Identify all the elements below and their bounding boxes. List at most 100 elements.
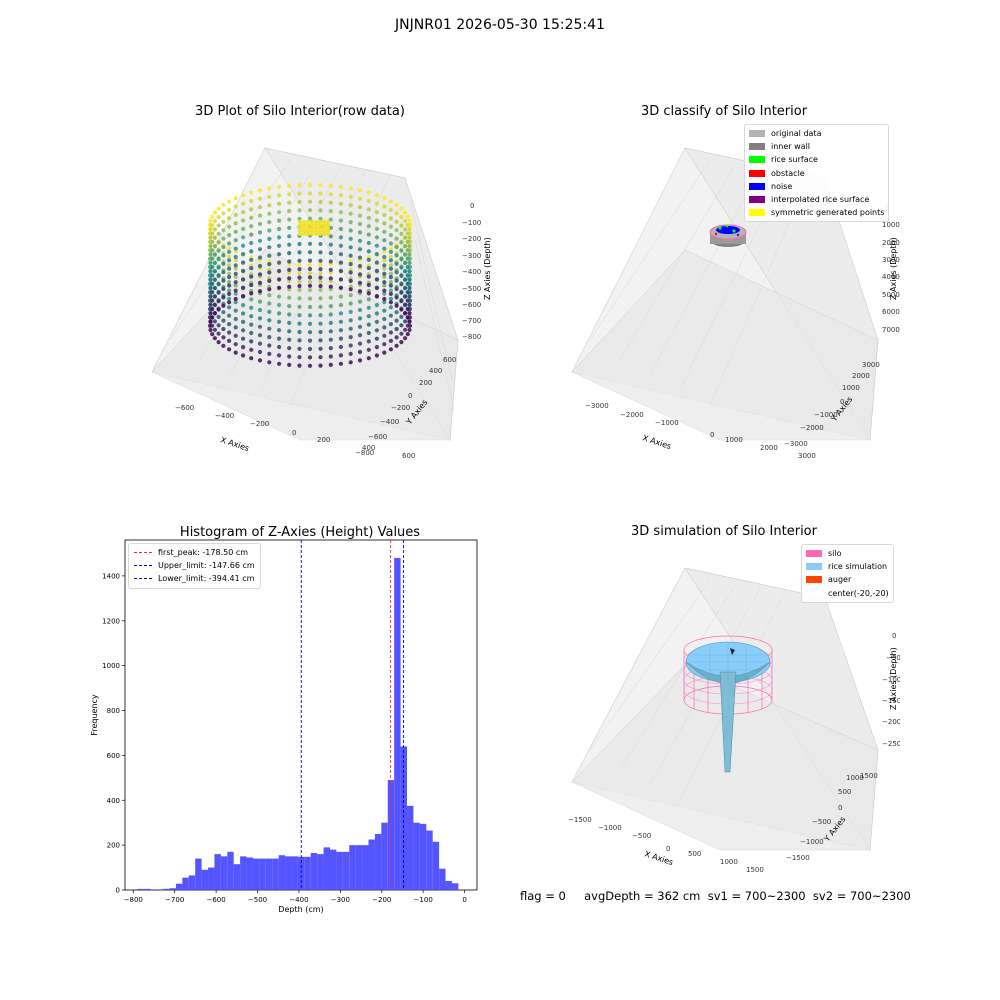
raw-point <box>221 244 226 250</box>
raw-point <box>328 200 333 205</box>
raw-point <box>382 212 387 218</box>
raw-point <box>318 296 323 301</box>
raw-point <box>233 274 238 280</box>
raw-point <box>328 267 333 272</box>
raw-point <box>257 188 263 193</box>
raw-point <box>357 358 363 363</box>
raw-point <box>405 256 410 261</box>
histogram-y-tick-label: 1000 <box>102 662 120 670</box>
raw-point <box>374 218 379 223</box>
simulation-3d-plot[interactable]: −1500 −1000 −500 0 500 1000 1500 X Axies… <box>560 560 900 880</box>
raw-point <box>267 194 272 199</box>
raw-point <box>405 298 410 303</box>
histogram-bar <box>381 822 388 890</box>
raw-point <box>221 286 226 292</box>
histogram-chart[interactable]: Histogram of Z-Axies (Height) Values −80… <box>0 515 500 920</box>
raw-point <box>277 210 282 215</box>
raw-point <box>407 269 412 274</box>
raw-point <box>227 216 232 221</box>
raw-point <box>382 291 387 296</box>
histogram-bar <box>342 851 350 890</box>
raw-point <box>267 262 272 267</box>
raw-y-ticks: −800 −600 −400 −200 0 200 400 600 <box>355 356 456 457</box>
histogram-bar <box>227 851 234 890</box>
raw-point <box>233 342 238 347</box>
classify-x-label: X Axies <box>641 433 672 451</box>
histogram-bar <box>143 888 151 890</box>
raw-point <box>287 346 292 351</box>
sim-y-tick: 500 <box>838 788 851 796</box>
raw-point <box>233 196 238 201</box>
legend-label: rice surface <box>771 155 818 165</box>
histogram-x-tick-label: −700 <box>165 896 184 904</box>
raw-point <box>310 220 314 224</box>
raw-point <box>227 199 232 204</box>
legend-item-symmetric: symmetric generated points <box>749 206 884 219</box>
raw-point <box>405 323 410 328</box>
histogram-x-ticks: −800 −700 −600 −500 −400 −300 −200 −100 0 <box>124 890 467 904</box>
raw-point <box>249 282 254 288</box>
raw-plot-title: 3D Plot of Silo Interior(row data) <box>195 104 405 119</box>
raw-point <box>212 227 217 232</box>
raw-point <box>382 196 387 201</box>
raw-point <box>249 249 254 254</box>
raw-point <box>210 223 215 228</box>
classify-x-tick: −3000 <box>585 402 609 410</box>
sim-z-tick: −1000 <box>882 676 900 684</box>
raw-point <box>374 260 379 265</box>
raw-point <box>348 228 353 233</box>
raw-point <box>249 224 254 229</box>
raw-point <box>348 262 353 267</box>
raw-point <box>307 208 313 213</box>
raw-point <box>318 220 322 224</box>
raw-point <box>307 296 313 301</box>
raw-point <box>233 258 238 263</box>
raw-point <box>348 309 353 314</box>
legend-item-silo: silo <box>806 547 889 560</box>
raw-point <box>267 326 272 331</box>
raw-point <box>257 230 263 235</box>
raw-point <box>233 249 238 254</box>
raw-point <box>277 277 282 282</box>
raw-point <box>307 199 313 204</box>
raw-point <box>322 232 326 236</box>
raw-point <box>287 251 292 256</box>
classify-z-tick: 1000 <box>882 221 900 229</box>
legend-label: noise <box>771 181 793 191</box>
raw-point <box>366 330 371 336</box>
raw-point <box>249 274 254 279</box>
histogram-x-tick-label: 0 <box>462 896 466 904</box>
raw-point <box>405 239 410 244</box>
histogram-bar <box>246 857 253 890</box>
raw-point <box>405 281 410 286</box>
raw-point <box>399 299 404 304</box>
raw-point <box>257 196 263 201</box>
histogram-y-tick-label: 0 <box>116 887 120 895</box>
raw-point <box>307 283 313 288</box>
histogram-bar <box>240 856 247 890</box>
raw-point <box>399 282 404 287</box>
histogram-bar <box>272 858 279 890</box>
raw-point <box>328 295 333 300</box>
histogram-bars <box>137 557 459 890</box>
classify-y-tick: −2000 <box>800 424 824 432</box>
histogram-bar <box>329 849 337 890</box>
raw-point <box>394 236 399 241</box>
histogram-bar <box>259 858 266 890</box>
raw-point <box>382 325 387 330</box>
raw-point <box>394 228 399 233</box>
raw-point <box>257 238 263 243</box>
raw-point <box>314 220 318 224</box>
classify-3d-plot[interactable]: −3000 −2000 −1000 0 1000 2000 3000 X Axi… <box>560 140 900 470</box>
legend-item-noise: noise <box>749 180 884 193</box>
raw-point <box>302 232 306 236</box>
sim-x-tick: 500 <box>688 850 701 858</box>
raw-3d-plot[interactable]: −600 −400 −200 0 200 400 600 X Axies −80… <box>140 140 500 470</box>
raw-point <box>287 217 292 222</box>
legend-item-interpolated: interpolated rice surface <box>749 193 884 206</box>
raw-point <box>297 208 302 213</box>
legend-label: interpolated rice surface <box>771 195 870 205</box>
histogram-y-ticks: 0 200 400 600 800 1000 1200 1400 <box>102 572 125 895</box>
raw-point <box>399 215 404 220</box>
raw-point <box>216 248 221 253</box>
